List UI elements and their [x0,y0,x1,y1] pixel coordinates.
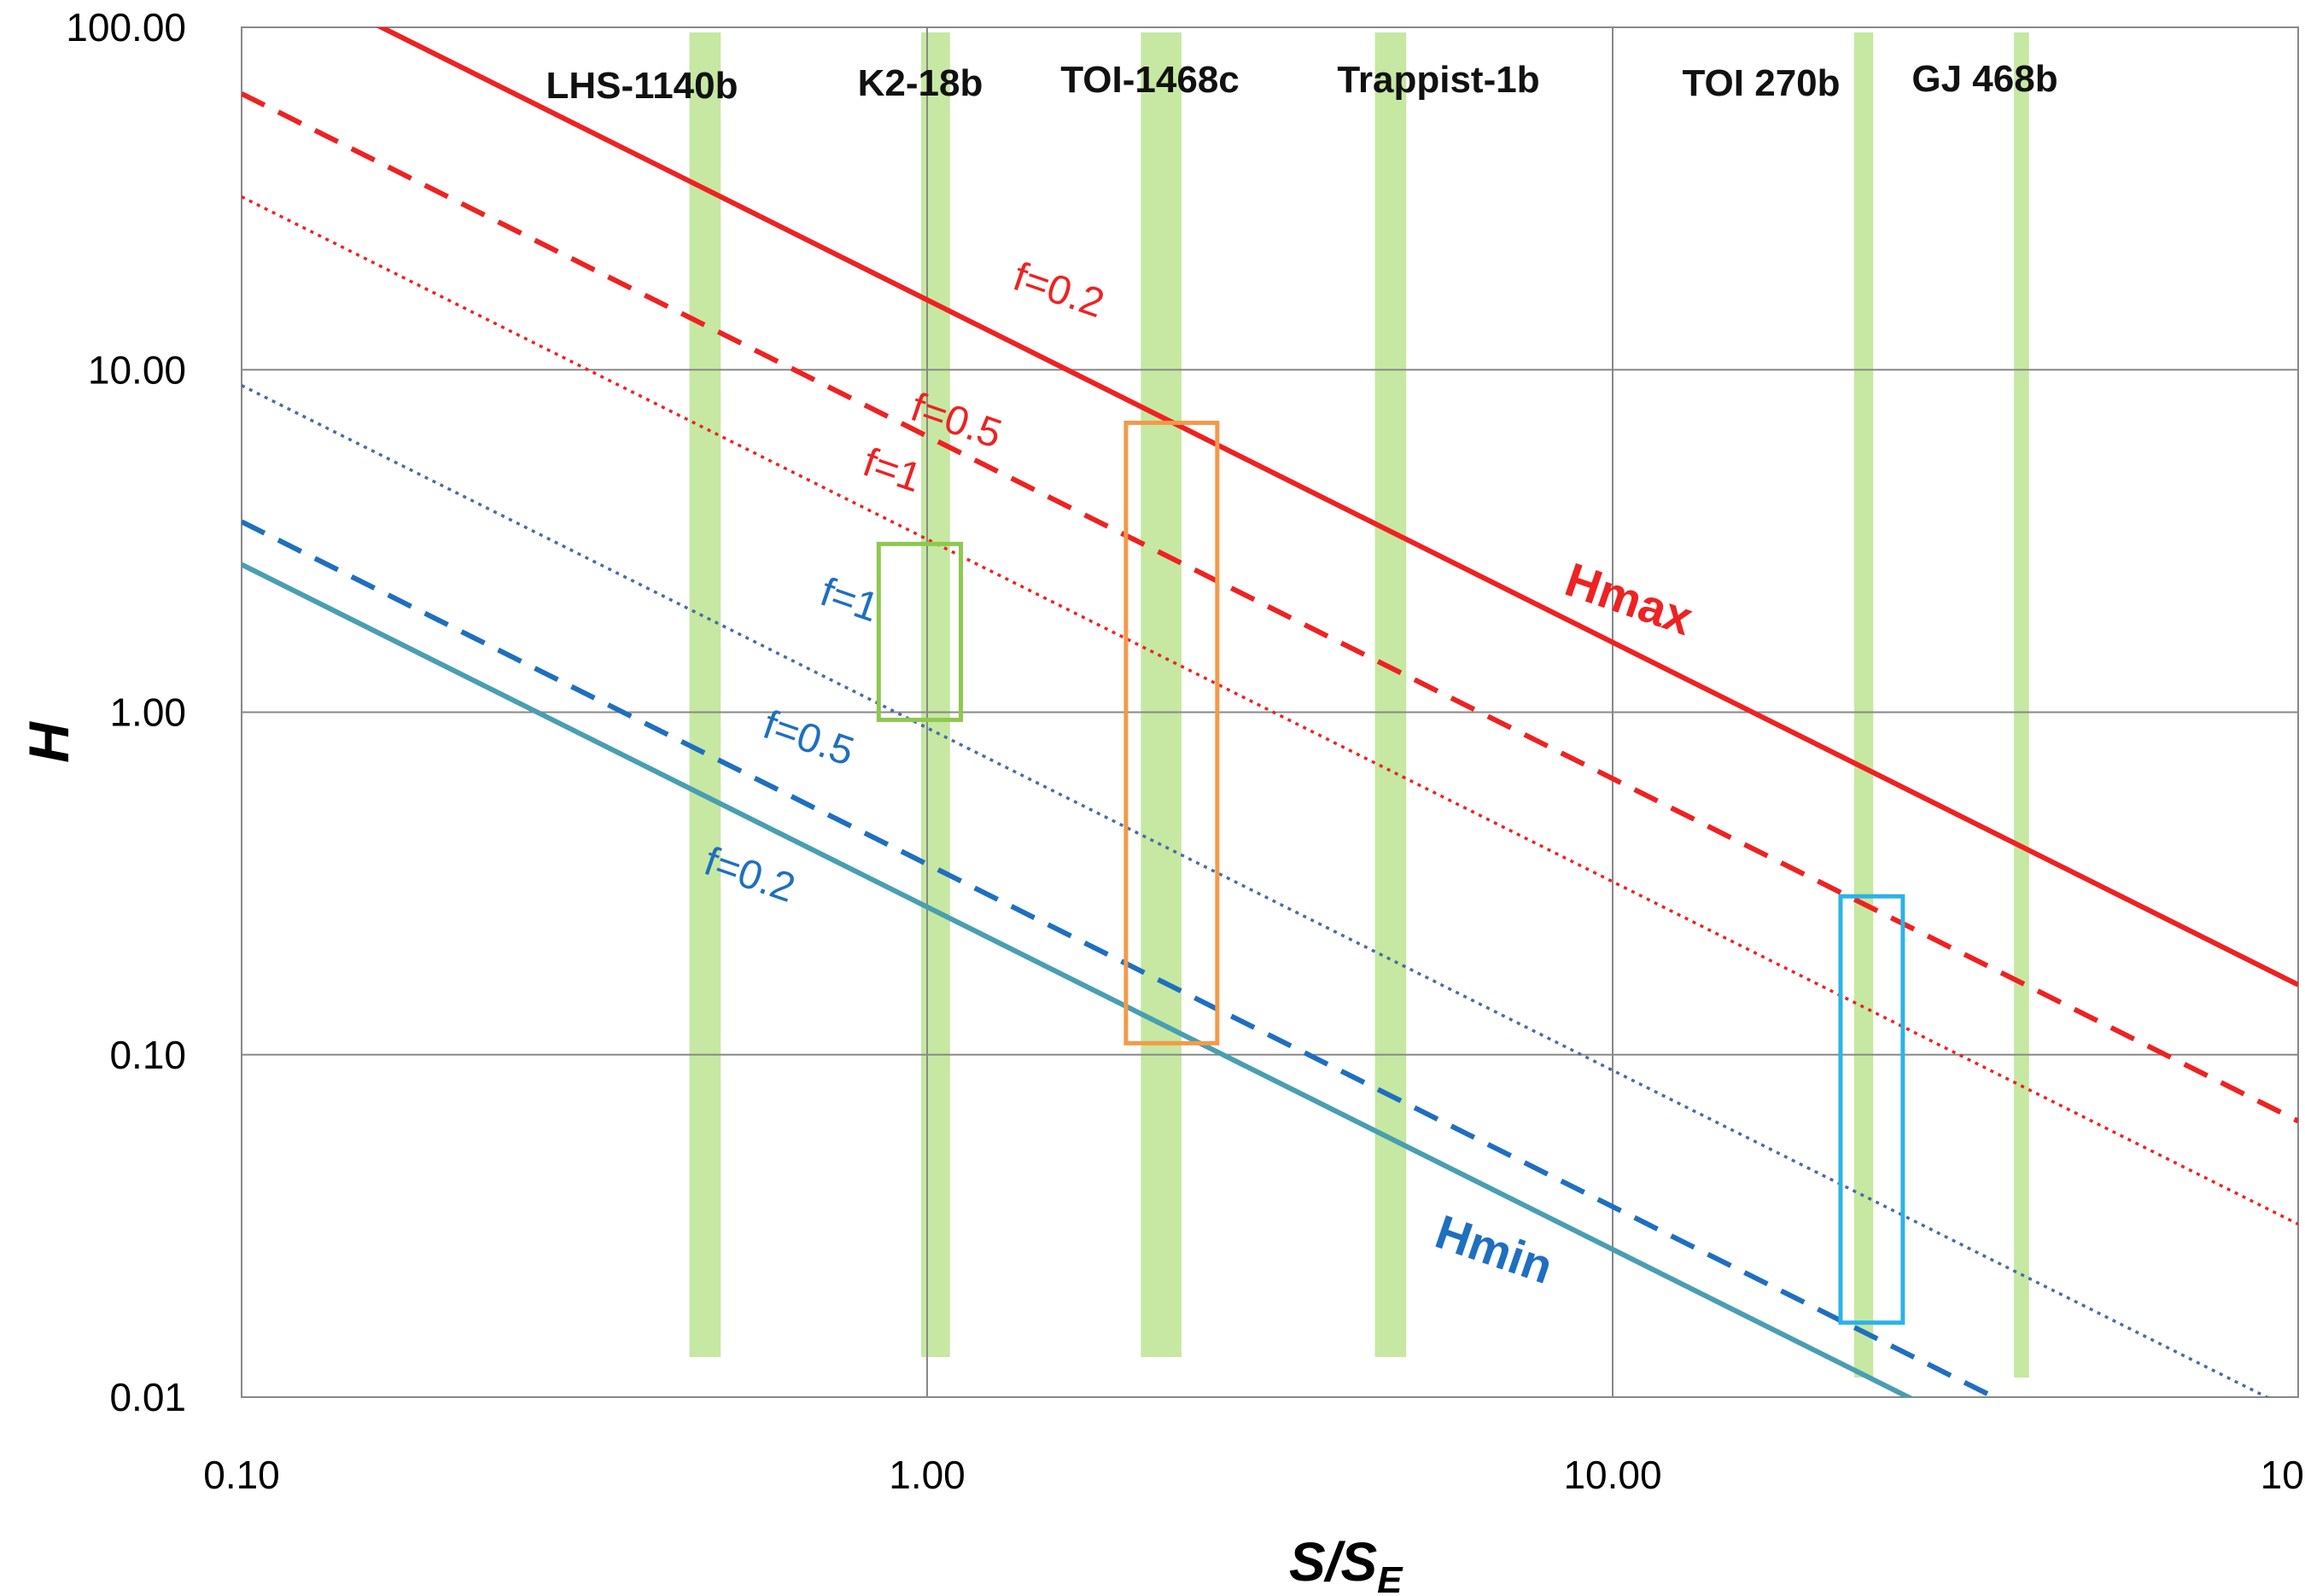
highlight-box-2 [1838,894,1905,1325]
x-tick-label-1: 1.00 [889,1453,966,1497]
planet-label-2: TOI-1468c [1060,59,1240,101]
series-line-hmin-f05 [242,519,2000,1397]
series-line-hmax-f1 [242,195,2298,1226]
y-tick-labels: 0.01 0.10 1.00 10.00 100.00 [66,5,186,1419]
y-tick-label-0: 0.01 [109,1375,186,1419]
planet-band-3 [1374,32,1407,1357]
planet-band-2 [1141,32,1182,1357]
planet-band-4 [1853,32,1874,1378]
planet-label-5: GJ 468b [1911,58,2057,100]
highlight-box-1 [1123,420,1220,1046]
annotation-7: Hmin [1429,1204,1560,1294]
x-tick-label-3: 100 [2261,1453,2305,1497]
x-tick-label-2: 10.00 [1563,1453,1661,1497]
x-axis-label-main: S/S [1289,1531,1377,1593]
annotation-0: f=0.2 [1007,254,1109,327]
y-tick-label-1: 0.10 [109,1033,186,1077]
annotation-2: f=1 [857,440,927,501]
planet-bands [689,32,2029,1378]
annotation-3: Hmax [1559,552,1700,645]
planet-labels: LHS-1140b K2-18b TOI-1468c Trappist-1b TOI 2… [546,58,2058,107]
series-line-hmax-f05 [242,91,2298,1124]
planet-band-1 [920,32,950,1357]
x-tick-labels: 0.10 1.00 10.00 100 [203,1453,2305,1497]
x-tick-label-0: 0.10 [203,1453,280,1497]
axis-labels: S/SE H [17,721,1403,1596]
y-tick-label-2: 1.00 [109,690,186,735]
planet-label-0: LHS-1140b [546,65,738,107]
y-axis-label: H [17,721,80,763]
series-line-hmax-f02 [376,27,2298,987]
annotation-4: f=1 [814,569,884,631]
grid-lines [241,26,2299,1398]
x-axis-label-subscript: E [1377,1559,1403,1596]
planet-band-0 [689,32,721,1357]
highlight-boxes [876,420,1905,1325]
planet-label-3: Trappist-1b [1337,59,1539,101]
plot-area-frame [241,26,2299,1398]
series-lines [242,27,2298,1397]
planet-band-5 [2014,32,2029,1378]
highlight-box-0 [876,541,964,722]
planet-label-4: TOI 270b [1682,62,1840,104]
x-axis-label: S/SE [1289,1531,1403,1596]
planet-label-1: K2-18b [858,62,983,104]
series-line-hmin-f02 [242,562,1915,1397]
series-line-hmin-f1 [242,384,2271,1397]
y-tick-label-4: 100.00 [66,5,186,50]
y-tick-label-3: 10.00 [88,347,186,392]
annotation-1: f=0.5 [905,385,1007,457]
